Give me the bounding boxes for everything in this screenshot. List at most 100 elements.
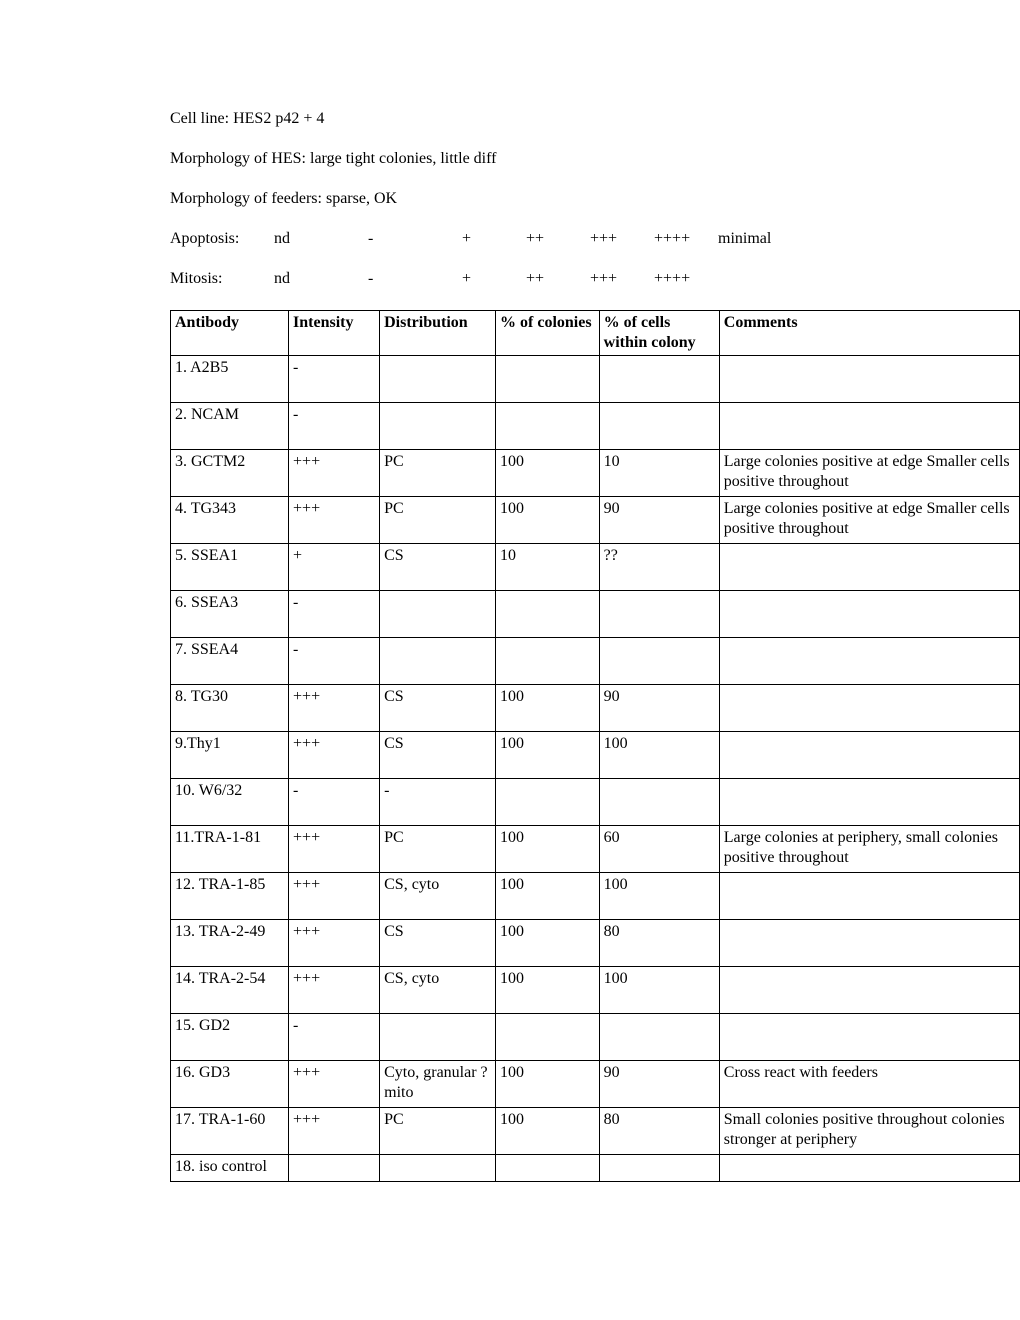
table-row: 18. iso control xyxy=(171,1155,1020,1182)
cell-distribution: CS xyxy=(380,685,496,732)
cell-distribution: CS, cyto xyxy=(380,873,496,920)
cell-antibody: 4. TG343 xyxy=(171,497,289,544)
cell-antibody: 16. GD3 xyxy=(171,1061,289,1108)
antibody-table: Antibody Intensity Distribution % of col… xyxy=(170,310,1020,1182)
scale-value: ++ xyxy=(526,230,586,248)
cell-intensity: +++ xyxy=(289,967,380,1014)
table-row: 7. SSEA4- xyxy=(171,638,1020,685)
cell-colonies xyxy=(496,591,600,638)
cell-distribution: CS xyxy=(380,732,496,779)
cell-colonies: 100 xyxy=(496,826,600,873)
cell-intensity: - xyxy=(289,403,380,450)
table-row: 9.Thy1+++CS100100 xyxy=(171,732,1020,779)
apoptosis-extra: minimal xyxy=(718,230,771,248)
cell-intensity: + xyxy=(289,544,380,591)
cell-comments xyxy=(719,920,1019,967)
cell-antibody: 8. TG30 xyxy=(171,685,289,732)
cell-cells xyxy=(599,403,719,450)
col-distribution: Distribution xyxy=(380,311,496,356)
cell-antibody: 15. GD2 xyxy=(171,1014,289,1061)
cell-intensity: - xyxy=(289,1014,380,1061)
apoptosis-scale: Apoptosis: nd - + ++ +++ ++++ minimal xyxy=(170,230,1020,248)
table-row: 15. GD2- xyxy=(171,1014,1020,1061)
cell-cells: 80 xyxy=(599,1108,719,1155)
cell-antibody: 9.Thy1 xyxy=(171,732,289,779)
cell-comments xyxy=(719,1014,1019,1061)
cell-distribution: CS xyxy=(380,920,496,967)
cell-comments xyxy=(719,732,1019,779)
cell-line-text: Cell line: HES2 p42 + 4 xyxy=(170,110,1020,128)
cell-intensity: +++ xyxy=(289,732,380,779)
cell-comments xyxy=(719,544,1019,591)
cell-intensity xyxy=(289,1155,380,1182)
table-row: 1. A2B5- xyxy=(171,356,1020,403)
cell-antibody: 6. SSEA3 xyxy=(171,591,289,638)
scale-value: + xyxy=(462,230,522,248)
cell-comments: Large colonies positive at edge Smaller … xyxy=(719,497,1019,544)
table-row: 17. TRA-1-60+++PC10080Small colonies pos… xyxy=(171,1108,1020,1155)
table-row: 6. SSEA3- xyxy=(171,591,1020,638)
cell-intensity: - xyxy=(289,356,380,403)
table-row: 2. NCAM- xyxy=(171,403,1020,450)
scale-value: +++ xyxy=(590,270,650,288)
col-colonies: % of colonies xyxy=(496,311,600,356)
table-row: 13. TRA-2-49+++CS10080 xyxy=(171,920,1020,967)
cell-distribution xyxy=(380,1014,496,1061)
cell-intensity: +++ xyxy=(289,826,380,873)
cell-comments: Cross react with feeders xyxy=(719,1061,1019,1108)
cell-cells: 80 xyxy=(599,920,719,967)
cell-antibody: 13. TRA-2-49 xyxy=(171,920,289,967)
table-row: 4. TG343+++PC10090Large colonies positiv… xyxy=(171,497,1020,544)
cell-antibody: 3. GCTM2 xyxy=(171,450,289,497)
cell-cells: 100 xyxy=(599,873,719,920)
cell-comments xyxy=(719,779,1019,826)
cell-colonies xyxy=(496,779,600,826)
cell-comments xyxy=(719,967,1019,1014)
col-intensity: Intensity xyxy=(289,311,380,356)
cell-distribution xyxy=(380,1155,496,1182)
scale-value: nd xyxy=(274,230,364,248)
cell-cells xyxy=(599,638,719,685)
cell-intensity: +++ xyxy=(289,873,380,920)
cell-distribution: CS, cyto xyxy=(380,967,496,1014)
cell-comments xyxy=(719,685,1019,732)
cell-intensity: - xyxy=(289,779,380,826)
cell-distribution xyxy=(380,638,496,685)
cell-colonies xyxy=(496,1014,600,1061)
scale-value: ++++ xyxy=(654,230,714,248)
cell-distribution xyxy=(380,403,496,450)
cell-colonies: 100 xyxy=(496,920,600,967)
cell-antibody: 7. SSEA4 xyxy=(171,638,289,685)
cell-distribution xyxy=(380,591,496,638)
cell-colonies: 100 xyxy=(496,732,600,779)
scale-value: + xyxy=(462,270,522,288)
cell-intensity: +++ xyxy=(289,450,380,497)
cell-antibody: 17. TRA-1-60 xyxy=(171,1108,289,1155)
cell-intensity: +++ xyxy=(289,1108,380,1155)
cell-antibody: 14. TRA-2-54 xyxy=(171,967,289,1014)
scale-value: - xyxy=(368,230,458,248)
cell-distribution: - xyxy=(380,779,496,826)
scale-value: ++++ xyxy=(654,270,714,288)
cell-antibody: 5. SSEA1 xyxy=(171,544,289,591)
scale-value: +++ xyxy=(590,230,650,248)
cell-distribution: PC xyxy=(380,1108,496,1155)
cell-cells xyxy=(599,1155,719,1182)
table-row: 3. GCTM2+++PC10010Large colonies positiv… xyxy=(171,450,1020,497)
cell-cells: 100 xyxy=(599,967,719,1014)
morphology-feeders-text: Morphology of feeders: sparse, OK xyxy=(170,190,1020,208)
cell-antibody: 11.TRA-1-81 xyxy=(171,826,289,873)
cell-colonies: 100 xyxy=(496,873,600,920)
cell-distribution: PC xyxy=(380,826,496,873)
cell-cells: 100 xyxy=(599,732,719,779)
scale-value: nd xyxy=(274,270,364,288)
cell-comments xyxy=(719,1155,1019,1182)
cell-comments: Small colonies positive throughout colon… xyxy=(719,1108,1019,1155)
scale-value: - xyxy=(368,270,458,288)
cell-intensity: +++ xyxy=(289,497,380,544)
apoptosis-label: Apoptosis: xyxy=(170,230,270,248)
cell-intensity: - xyxy=(289,638,380,685)
cell-intensity: +++ xyxy=(289,1061,380,1108)
cell-colonies: 100 xyxy=(496,967,600,1014)
cell-colonies: 100 xyxy=(496,1061,600,1108)
